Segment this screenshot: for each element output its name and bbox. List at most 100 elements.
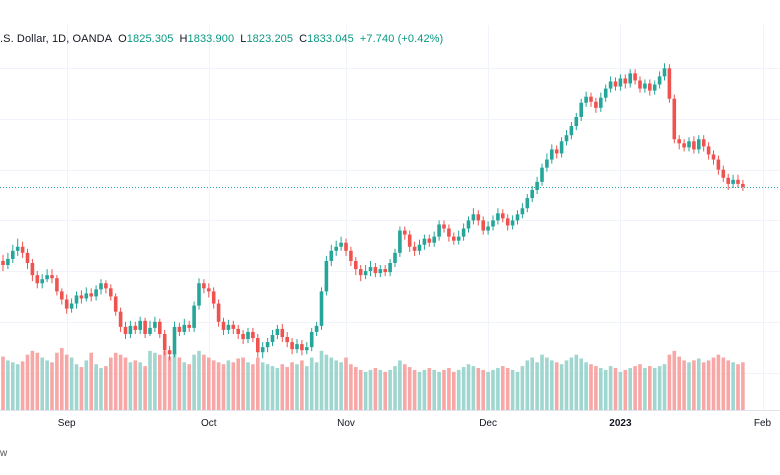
x-tick-label: Nov	[337, 418, 355, 429]
candle	[128, 320, 133, 339]
candle-body	[701, 139, 706, 147]
candle	[716, 155, 721, 175]
volume-bar	[515, 371, 520, 410]
volume-bar	[398, 360, 402, 410]
candle	[182, 318, 187, 335]
volume-bar	[6, 360, 10, 410]
candles	[1, 63, 745, 361]
candle	[618, 74, 623, 91]
candle-body	[246, 331, 250, 340]
candle	[510, 215, 515, 230]
candle-body	[491, 220, 495, 227]
candle-body	[148, 327, 152, 334]
candle-body	[334, 246, 338, 251]
volume-bar	[221, 364, 226, 410]
candle-body	[314, 325, 319, 332]
candle	[633, 69, 637, 85]
candle-body	[476, 214, 481, 221]
candle	[461, 223, 466, 241]
volume-bar	[736, 364, 740, 410]
volume-bar	[207, 357, 211, 410]
candle	[628, 69, 632, 88]
candle	[133, 321, 138, 334]
volume-bar	[128, 362, 133, 410]
candle-body	[202, 283, 206, 289]
volume-bar	[368, 369, 373, 410]
volume-bar	[447, 368, 451, 410]
candle-body	[711, 154, 716, 160]
change-value: +7.740 (+0.42%)	[359, 33, 444, 45]
candle	[559, 137, 564, 158]
candle	[55, 275, 59, 296]
candle-body	[623, 78, 628, 84]
volume-bars	[1, 348, 745, 410]
volume-bar	[471, 366, 476, 410]
candle	[672, 94, 677, 144]
candle	[741, 179, 745, 191]
candle-body	[525, 198, 530, 209]
candle	[246, 327, 250, 344]
volume-bar	[643, 368, 647, 410]
candle	[432, 231, 436, 247]
volume-bar	[260, 362, 265, 410]
candle	[393, 248, 397, 268]
candle	[64, 294, 69, 314]
volume-bar	[520, 366, 525, 410]
candle-body	[643, 83, 647, 89]
candle	[442, 220, 446, 233]
volume-bar	[682, 360, 686, 410]
volume-bar	[309, 357, 314, 410]
candle-body	[662, 68, 667, 77]
candle	[172, 321, 177, 358]
volume-bar	[461, 367, 466, 410]
volume-bar	[329, 357, 334, 410]
candle	[677, 135, 681, 150]
candle-body	[618, 78, 623, 87]
candle-body	[118, 311, 123, 327]
volume-bar	[339, 362, 343, 410]
candle	[358, 265, 363, 282]
candle	[109, 284, 113, 301]
candle	[692, 136, 696, 154]
candle	[314, 321, 319, 336]
volume-bar	[25, 354, 30, 410]
volume-bar	[417, 371, 422, 410]
candle-body	[153, 321, 157, 328]
candle	[407, 230, 412, 252]
candle	[613, 77, 618, 91]
candle-body	[133, 325, 138, 330]
candle	[226, 319, 231, 334]
candle-body	[11, 250, 15, 259]
candle-body	[584, 96, 588, 103]
candle	[354, 256, 358, 276]
candle	[388, 258, 392, 277]
candle	[412, 241, 417, 256]
volume-bar	[319, 350, 324, 410]
volume-bar	[697, 358, 701, 410]
candle-body	[716, 159, 721, 170]
candle-body	[40, 279, 44, 284]
candle	[662, 63, 667, 81]
candle	[148, 320, 152, 336]
candle-body	[94, 289, 98, 297]
volume-bar	[559, 364, 564, 410]
candle	[221, 317, 226, 335]
candle-body	[648, 83, 652, 91]
candle	[260, 342, 265, 359]
volume-bar	[476, 368, 481, 410]
candle	[540, 163, 544, 186]
candle	[275, 324, 280, 340]
candle-body	[260, 347, 265, 353]
candle-body	[554, 149, 559, 154]
volume-bar	[589, 364, 593, 410]
candle-body	[422, 238, 427, 245]
volume-bar	[412, 369, 417, 410]
volume-bar	[162, 350, 167, 410]
candle-body	[594, 101, 598, 108]
candle	[505, 214, 510, 231]
candle	[368, 260, 373, 277]
candle	[89, 288, 93, 302]
volume-bar	[216, 362, 221, 410]
